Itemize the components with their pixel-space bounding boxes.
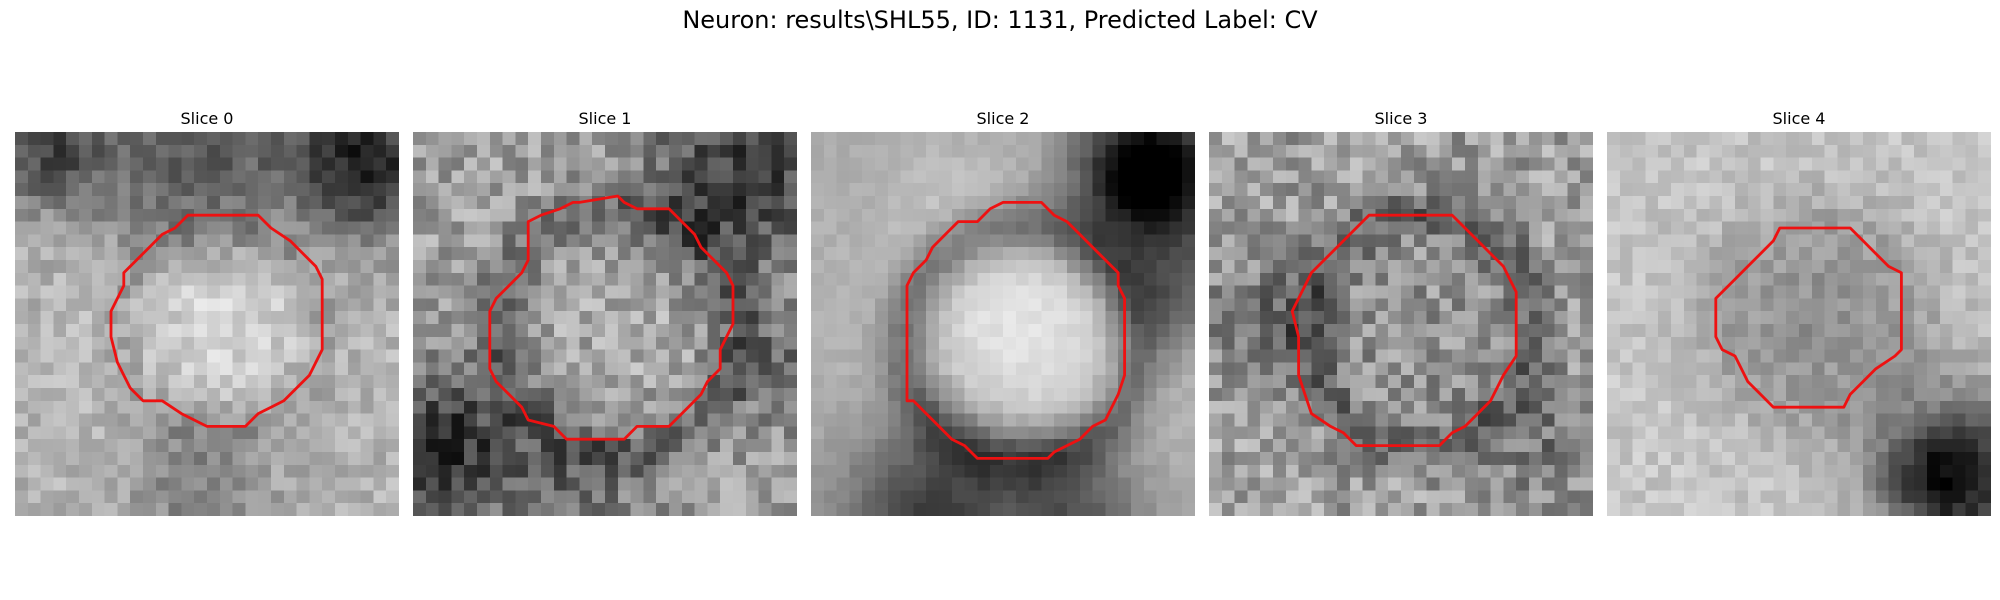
slice-title: Slice 3 bbox=[1374, 109, 1428, 128]
slice-panel-2: Slice 2 bbox=[811, 108, 1195, 516]
slice-panel-1: Slice 1 bbox=[413, 108, 797, 516]
slice-panel-3: Slice 3 bbox=[1209, 108, 1593, 516]
slice-title: Slice 0 bbox=[180, 109, 234, 128]
slice-image bbox=[413, 132, 797, 516]
slice-title: Slice 2 bbox=[976, 109, 1030, 128]
slice-panel-0: Slice 0 bbox=[15, 108, 399, 516]
slice-image bbox=[811, 132, 1195, 516]
slice-image bbox=[15, 132, 399, 516]
slice-title: Slice 4 bbox=[1772, 109, 1826, 128]
figure-title: Neuron: results\SHL55, ID: 1131, Predict… bbox=[682, 6, 1318, 34]
slice-title: Slice 1 bbox=[578, 109, 632, 128]
slice-image bbox=[1209, 132, 1593, 516]
slice-panel-4: Slice 4 bbox=[1607, 108, 1991, 516]
slice-image bbox=[1607, 132, 1991, 516]
